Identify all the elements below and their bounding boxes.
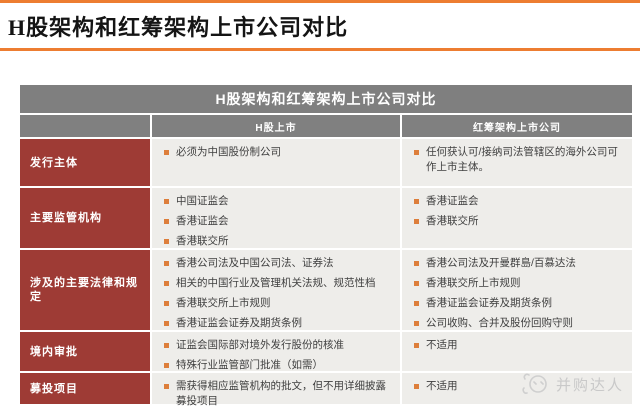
list-item: 香港联交所上市规则 [414, 276, 622, 291]
cell-hshare: 香港公司法及中国公司法、证券法相关的中国行业及管理机关法规、规范性档 香港联交所上… [152, 250, 400, 330]
list-item: 需获得相应监管机构的批文，但不用详细披露募投项目 [164, 379, 390, 409]
list-item-text: 证监会国际部对境外发行股份的核准 [176, 339, 344, 351]
list-item: 公司收购、合并及股份回购守则 [414, 316, 622, 331]
cell-hshare: 需获得相应监管机构的批文，但不用详细披露募投项目 [152, 373, 400, 407]
list-item-text: 香港联交所上市规则 [176, 297, 271, 309]
list-item-text: 香港证监会 [176, 215, 229, 227]
bullet-square-icon [414, 343, 419, 348]
table-title: H股架构和红筹架构上市公司对比 [20, 85, 632, 113]
bullet-square-icon [164, 150, 169, 155]
list-item: 特殊行业监管部门批准（如需） [164, 358, 390, 373]
bullet-square-icon [164, 301, 169, 306]
bullet-square-icon [164, 281, 169, 286]
bullet-square-icon [414, 321, 419, 326]
bullet-square-icon [414, 150, 419, 155]
bullet-square-icon [164, 199, 169, 204]
list-item: 香港证监会 [164, 214, 390, 229]
list-item-text: 任何获认可/接纳司法管辖区的海外公司可作上市主体。 [426, 146, 618, 173]
list-item-text: 需获得相应监管机构的批文，但不用详细披露募投项目 [176, 380, 386, 407]
list-item-text: 香港证监会证券及期货条例 [426, 297, 552, 309]
list-item: 香港证监会 [414, 194, 622, 209]
watermark: 并购达人 [521, 371, 624, 397]
bullet-square-icon [164, 261, 169, 266]
page-title: H股架构和红筹架构上市公司对比 [8, 15, 349, 40]
title-underline [0, 48, 640, 51]
list-item: 香港证监会证券及期货条例 [164, 316, 390, 331]
list-item: 必须为中国股份制公司 [164, 145, 390, 160]
cell-redchip: 任何获认可/接纳司法管辖区的海外公司可作上市主体。 [402, 139, 632, 186]
list-item-text: 不适用 [426, 339, 458, 351]
list-item: 相关的中国行业及管理机关法规、规范性档 [164, 276, 390, 291]
bullet-square-icon [164, 321, 169, 326]
list-item: 香港联交所上市规则 [164, 296, 390, 311]
cell-hshare: 中国证监会香港证监会香港联交所 [152, 188, 400, 248]
cell-hshare: 证监会国际部对境外发行股份的核准 特殊行业监管部门批准（如需） [152, 332, 400, 371]
list-item-text: 香港证监会 [426, 195, 479, 207]
list-item-text: 香港联交所上市规则 [426, 277, 521, 289]
list-item: 香港联交所 [414, 214, 622, 229]
list-item-text: 必须为中国股份制公司 [176, 146, 281, 158]
list-item: 香港公司法及中国公司法、证券法 [164, 256, 390, 271]
header-cell-hshare: H股上市 [152, 115, 400, 137]
list-item: 不适用 [414, 379, 622, 394]
row-label: 涉及的主要法律和规定 [20, 250, 150, 330]
cell-redchip: 不适用 [402, 332, 632, 371]
comparison-table: H股架构和红筹架构上市公司对比 H股上市 红筹架构上市公司 发行主体 必须为中国股… [20, 85, 632, 407]
row-label: 主要监管机构 [20, 188, 150, 248]
table-row: 募投项目 需获得相应监管机构的批文，但不用详细披露募投项目 不适用 [20, 373, 632, 407]
mna-master-logo-icon [522, 373, 547, 394]
list-item: 任何获认可/接纳司法管辖区的海外公司可作上市主体。 [414, 145, 622, 175]
list-item: 不适用 [414, 338, 622, 353]
list-item-text: 不适用 [426, 380, 458, 392]
cell-redchip: 香港证监会香港联交所 [402, 188, 632, 248]
list-item: 香港联交所 [164, 234, 390, 249]
list-item-text: 中国证监会 [176, 195, 229, 207]
bullet-square-icon [164, 343, 169, 348]
list-item-text: 相关的中国行业及管理机关法规、规范性档 [176, 277, 376, 289]
top-accent-bar [0, 0, 640, 3]
list-item: 中国证监会 [164, 194, 390, 209]
header-cell-empty [20, 115, 150, 137]
header-cell-redchip: 红筹架构上市公司 [402, 115, 632, 137]
bullet-square-icon [414, 384, 419, 389]
table-row: 涉及的主要法律和规定 香港公司法及中国公司法、证券法 相关的中国行业及管理机关法规、… [20, 250, 632, 330]
row-label: 境内审批 [20, 332, 150, 371]
list-item-text: 特殊行业监管部门批准（如需） [176, 359, 323, 371]
watermark-text: 并购达人 [555, 376, 624, 394]
table-body: 发行主体 必须为中国股份制公司 任何获认可/接纳司法管辖区的海外公司可作上市主体。主… [20, 139, 632, 407]
cell-hshare: 必须为中国股份制公司 [152, 139, 400, 186]
list-item-text: 香港联交所 [176, 235, 229, 247]
list-item-text: 香港证监会证券及期货条例 [176, 317, 302, 329]
list-item-text: 香港公司法及开曼群島/百慕达法 [426, 257, 576, 269]
row-label: 募投项目 [20, 373, 150, 404]
table-header-row: H股上市 红筹架构上市公司 [20, 115, 632, 137]
bullet-square-icon [414, 261, 419, 266]
bullet-square-icon [414, 301, 419, 306]
table-row: 主要监管机构 中国证监会 香港证监会 香港联交所 香港证监会 香港联交所 [20, 188, 632, 248]
cell-redchip: 不适用 [402, 373, 632, 404]
list-item: 香港公司法及开曼群島/百慕达法 [414, 256, 622, 271]
list-item: 证监会国际部对境外发行股份的核准 [164, 338, 390, 353]
list-item-text: 公司收购、合并及股份回购守则 [426, 317, 573, 329]
cell-redchip: 香港公司法及开曼群島/百慕达法 香港联交所上市规则香港证监会证券及期货条例公司收购… [402, 250, 632, 330]
table-row: 境内审批 证监会国际部对境外发行股份的核准 特殊行业监管部门批准（如需） 不适用 [20, 332, 632, 371]
list-item-text: 香港联交所 [426, 215, 479, 227]
bullet-square-icon [414, 199, 419, 204]
bullet-square-icon [164, 363, 169, 368]
row-label: 发行主体 [20, 139, 150, 186]
list-item: 香港证监会证券及期货条例 [414, 296, 622, 311]
list-item-text: 香港公司法及中国公司法、证券法 [176, 257, 334, 269]
bullet-square-icon [164, 384, 169, 389]
bullet-square-icon [164, 219, 169, 224]
bullet-square-icon [414, 281, 419, 286]
bullet-square-icon [164, 239, 169, 244]
bullet-square-icon [414, 219, 419, 224]
table-row: 发行主体 必须为中国股份制公司 任何获认可/接纳司法管辖区的海外公司可作上市主体。 [20, 139, 632, 186]
